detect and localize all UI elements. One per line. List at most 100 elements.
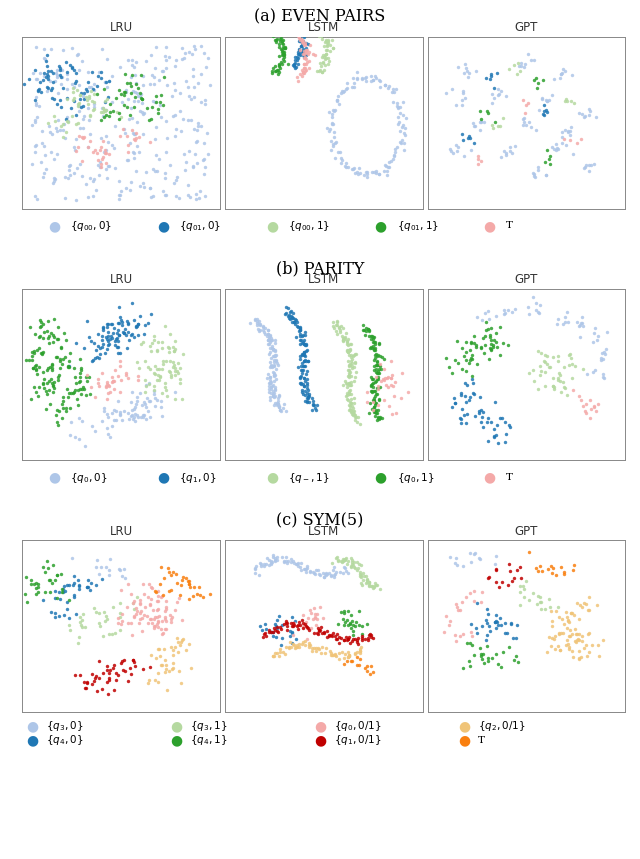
Point <box>147 190 157 204</box>
Point <box>349 560 359 574</box>
Point <box>349 76 359 90</box>
Point <box>128 145 138 159</box>
Point <box>492 340 502 354</box>
Point <box>349 80 360 94</box>
Point <box>483 411 493 425</box>
Point <box>465 335 476 349</box>
Text: (c) SYM(5): (c) SYM(5) <box>276 512 364 529</box>
Point <box>301 43 312 57</box>
Point <box>373 403 383 417</box>
Point <box>467 352 477 366</box>
Point <box>375 356 385 370</box>
Point <box>120 85 131 99</box>
Point <box>277 4 287 18</box>
Point <box>307 606 317 619</box>
Point <box>369 353 380 367</box>
Point <box>148 379 159 393</box>
Point <box>271 0 282 3</box>
Point <box>178 570 188 584</box>
Point <box>500 435 511 448</box>
Point <box>332 631 342 645</box>
Point <box>277 37 287 51</box>
Point <box>289 57 300 70</box>
Point <box>57 411 67 425</box>
Text: ●: ● <box>484 471 495 484</box>
Point <box>368 330 378 344</box>
Point <box>275 28 285 42</box>
Point <box>161 188 171 202</box>
Point <box>308 642 319 655</box>
Point <box>104 334 114 348</box>
Point <box>362 664 372 678</box>
Point <box>342 81 352 94</box>
Point <box>138 127 148 141</box>
Point <box>539 98 549 112</box>
Point <box>159 381 170 394</box>
Point <box>132 390 142 404</box>
Point <box>589 157 600 171</box>
Point <box>278 0 288 2</box>
Point <box>136 337 147 350</box>
Point <box>541 103 551 117</box>
Point <box>298 42 308 56</box>
Point <box>48 378 58 392</box>
Text: ●: ● <box>314 719 326 733</box>
Point <box>51 66 61 80</box>
Point <box>360 632 371 646</box>
Point <box>93 158 103 172</box>
Point <box>266 556 276 570</box>
Point <box>342 344 353 357</box>
Point <box>361 74 371 88</box>
Point <box>28 361 38 375</box>
Point <box>283 9 293 22</box>
Point <box>36 137 47 150</box>
Point <box>592 598 602 612</box>
Point <box>59 326 69 339</box>
Point <box>189 40 199 53</box>
Point <box>272 551 282 564</box>
Point <box>330 629 340 643</box>
Point <box>467 349 477 362</box>
Point <box>76 88 86 101</box>
Point <box>368 376 378 390</box>
Point <box>345 616 355 630</box>
Point <box>108 661 118 675</box>
Point <box>301 0 312 4</box>
Point <box>109 403 119 417</box>
Point <box>171 189 181 203</box>
Point <box>490 615 500 629</box>
Point <box>319 626 329 640</box>
Point <box>75 668 85 682</box>
Point <box>541 645 552 659</box>
Point <box>245 0 255 8</box>
Text: $\{q_3,0\}$: $\{q_3,0\}$ <box>46 719 83 733</box>
Point <box>344 387 355 400</box>
Point <box>566 120 577 134</box>
Point <box>268 624 278 638</box>
Point <box>267 555 277 569</box>
Point <box>466 555 476 569</box>
Point <box>296 64 307 77</box>
Point <box>358 573 369 587</box>
Point <box>124 113 134 126</box>
Point <box>122 341 132 355</box>
Point <box>252 313 262 326</box>
Point <box>484 624 495 637</box>
Point <box>258 320 268 333</box>
Point <box>266 380 276 393</box>
Point <box>174 192 184 205</box>
Point <box>348 399 358 413</box>
Point <box>301 562 311 576</box>
Point <box>399 143 409 156</box>
Point <box>319 63 329 76</box>
Point <box>39 373 49 387</box>
Point <box>486 343 496 356</box>
Point <box>302 387 312 400</box>
Point <box>337 154 348 168</box>
Point <box>375 411 385 424</box>
Point <box>26 353 36 367</box>
Point <box>532 344 543 357</box>
Point <box>102 80 112 94</box>
Point <box>534 103 545 117</box>
Point <box>488 422 499 436</box>
